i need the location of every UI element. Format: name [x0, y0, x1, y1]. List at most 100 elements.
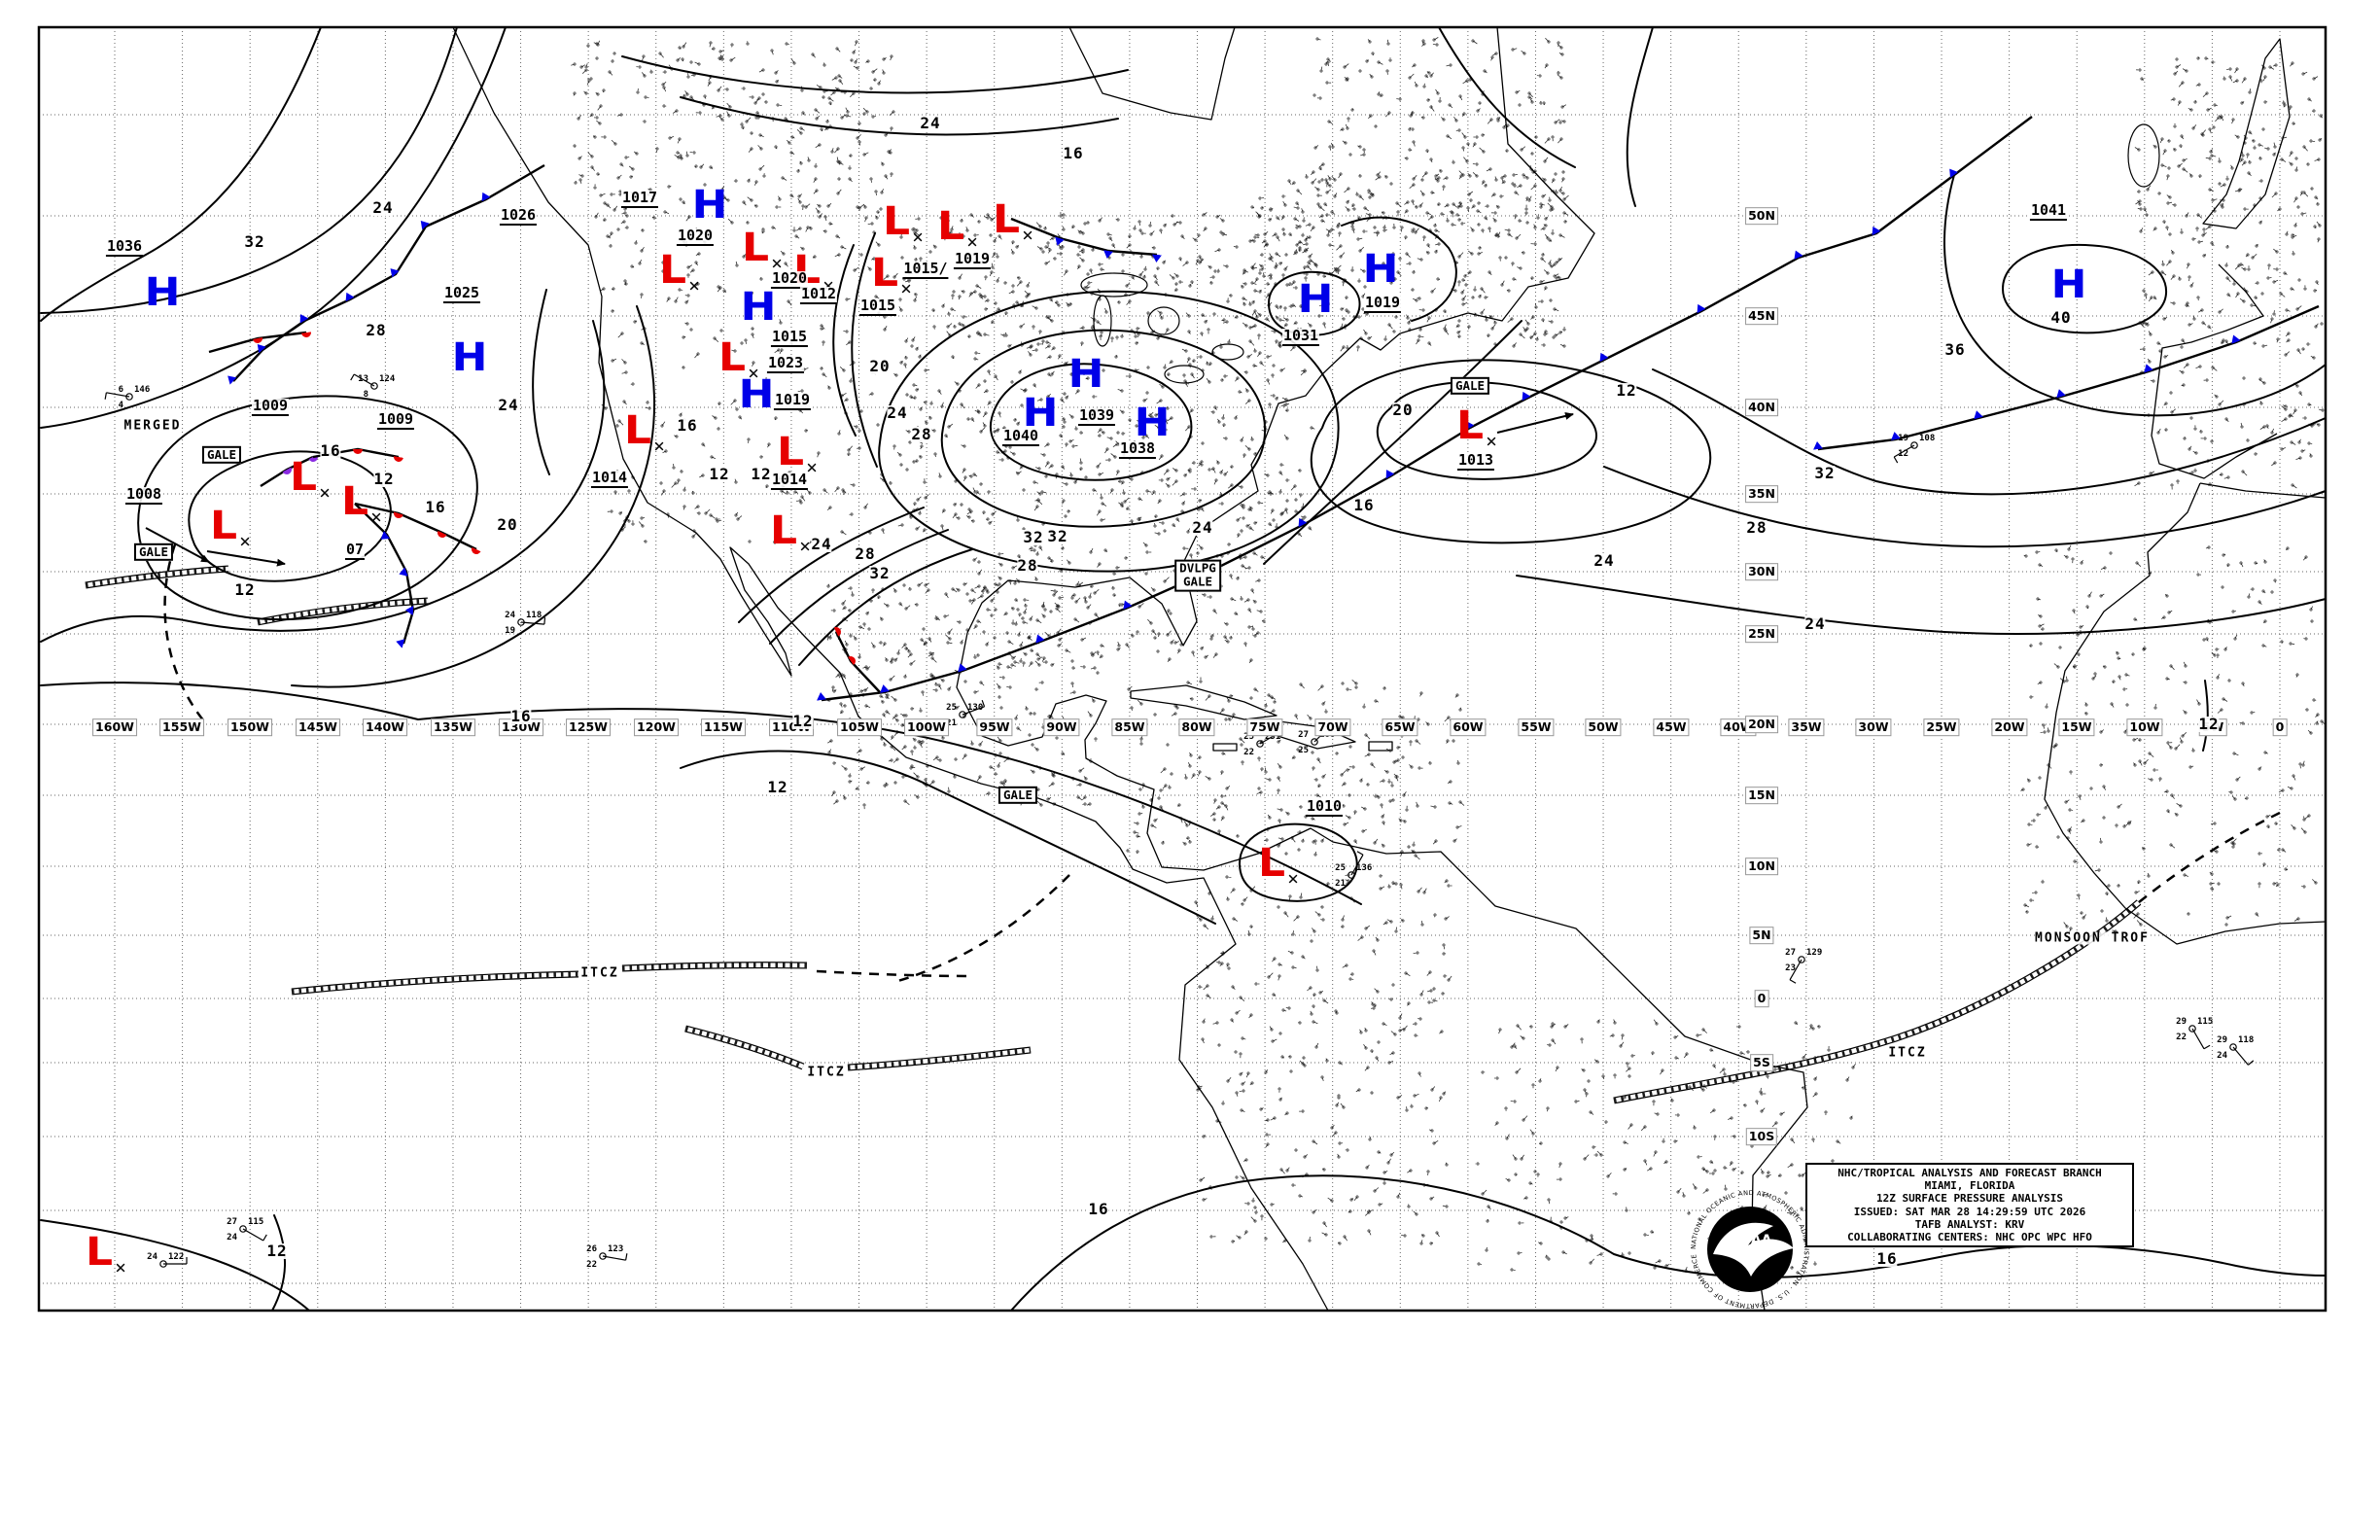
isobar-lines — [40, 26, 2327, 1312]
svg-text:25: 25 — [1298, 746, 1309, 755]
lat-label-40N: 40N — [1745, 399, 1778, 416]
pressure-value-label: 1023 — [766, 354, 805, 373]
isobar-label: 36 — [1944, 340, 1966, 359]
pressure-value-label: 1019 — [1363, 294, 1402, 313]
occl-front — [260, 454, 318, 488]
annotation-merged: MERGED — [123, 418, 182, 434]
lat-label-50N: 50N — [1745, 207, 1778, 225]
low-pressure-center: L — [209, 503, 238, 549]
lon-label-125W: 125W — [566, 718, 611, 736]
low-pressure-center: L — [769, 508, 798, 554]
isobar-label: 28 — [911, 425, 932, 443]
isobar-label: 24 — [1593, 551, 1615, 570]
lon-label-150W: 150W — [228, 718, 272, 736]
lon-label-105W: 105W — [837, 718, 882, 736]
isobar-label: 16 — [510, 707, 532, 725]
lat-label-5S: 5S — [1750, 1054, 1773, 1071]
isobar-label: 24 — [887, 403, 908, 422]
lon-label-120W: 120W — [634, 718, 679, 736]
lon-label-100W: 100W — [904, 718, 949, 736]
low-center-x-mark: ✕ — [798, 538, 812, 556]
map-frame — [37, 25, 2328, 1312]
lon-label-60W: 60W — [1450, 718, 1487, 736]
pressure-value-label: 1036 — [105, 237, 144, 257]
low-center-x-mark: ✕ — [1485, 433, 1498, 451]
svg-text:8: 8 — [364, 390, 368, 400]
svg-text:129: 129 — [1806, 948, 1822, 958]
svg-text:108: 108 — [1919, 434, 1935, 443]
isobar-label: 12 — [792, 712, 814, 730]
lon-label-155W: 155W — [159, 718, 204, 736]
high-pressure-center: H — [451, 334, 488, 381]
isobar-label: 12 — [709, 465, 730, 483]
high-pressure-center: H — [1297, 276, 1334, 323]
high-pressure-center: H — [1068, 351, 1104, 398]
gale-warning-box: GALE — [998, 786, 1038, 805]
isobar-label: 32 — [1047, 527, 1068, 545]
lat-label-10N: 10N — [1745, 858, 1778, 875]
svg-text:27: 27 — [1298, 730, 1309, 740]
high-pressure-center: H — [1362, 246, 1399, 293]
low-pressure-center: L — [623, 407, 652, 454]
lon-label-20W: 20W — [1991, 718, 2028, 736]
station-plot: 29 115 22 — [2176, 1017, 2213, 1050]
gale-warning-box: GALE — [201, 445, 242, 465]
pressure-value-label: 1017 — [620, 189, 659, 208]
low-pressure-center: L — [718, 334, 747, 381]
info-box-line-1: MIAMI, FLORIDA — [1924, 1179, 2015, 1193]
lon-label-145W: 145W — [296, 718, 340, 736]
svg-text:19: 19 — [1898, 434, 1908, 443]
low-pressure-center: L — [340, 478, 369, 525]
svg-text:24: 24 — [227, 1233, 237, 1242]
pressure-value-label: 1019 — [953, 250, 992, 269]
noaa-logo-text: NOAA — [1729, 1233, 1772, 1248]
isobar-label: 40 — [2050, 308, 2072, 327]
isobar-label: 12 — [767, 778, 788, 796]
pressure-value-label: 1040 — [1001, 427, 1040, 446]
cold-front — [817, 116, 2033, 702]
low-pressure-center: L — [1257, 840, 1286, 887]
pressure-value-label: 1008 — [124, 485, 163, 505]
low-center-x-mark: ✕ — [899, 280, 913, 298]
low-center-x-mark: ✕ — [1286, 870, 1300, 889]
info-box-line-5: COLLABORATING CENTERS: NHC OPC WPC HFO — [1847, 1230, 2092, 1243]
warm-front — [208, 331, 311, 354]
svg-text:13: 13 — [358, 374, 368, 384]
low-center-x-mark: ✕ — [318, 484, 332, 503]
lon-label-160W: 160W — [92, 718, 137, 736]
lon-label-85W: 85W — [1111, 718, 1148, 736]
svg-text:124: 124 — [379, 374, 396, 384]
svg-text:19: 19 — [505, 626, 515, 636]
lon-label-15W: 15W — [2058, 718, 2095, 736]
svg-text:115: 115 — [248, 1217, 263, 1227]
svg-text:22: 22 — [1243, 748, 1254, 757]
pressure-value-label: 1041 — [2029, 201, 2068, 221]
svg-text:26: 26 — [586, 1244, 597, 1254]
lon-label-70W: 70W — [1314, 718, 1351, 736]
isobar-label: 32 — [1814, 464, 1836, 482]
svg-text:27: 27 — [227, 1217, 237, 1227]
svg-text:146: 146 — [134, 385, 150, 395]
cold-front — [354, 503, 415, 648]
isobar-label: 24 — [920, 114, 941, 132]
pressure-value-label: 1019 — [773, 391, 812, 410]
cold-front — [1813, 304, 2320, 451]
info-box-line-0: NHC/TROPICAL ANALYSIS AND FORECAST BRANC… — [1838, 1167, 2102, 1179]
high-pressure-center: H — [144, 269, 181, 316]
lon-label-50W: 50W — [1585, 718, 1622, 736]
lat-label-10S: 10S — [1745, 1128, 1778, 1145]
isobar-label: 24 — [1192, 518, 1213, 537]
svg-text:118: 118 — [2238, 1035, 2254, 1045]
lat-label-35N: 35N — [1745, 485, 1778, 503]
lat-label-0: 0 — [1754, 990, 1769, 1007]
low-center-x-mark: ✕ — [687, 277, 701, 296]
isobar-label: 28 — [1017, 556, 1038, 575]
svg-text:12: 12 — [1898, 449, 1908, 459]
svg-text:29: 29 — [2176, 1017, 2187, 1027]
station-plot: 27 115 24 — [227, 1217, 267, 1242]
isobar-label: 16 — [425, 498, 446, 516]
isobar-label: 28 — [855, 544, 876, 563]
high-pressure-center: H — [1134, 400, 1171, 446]
svg-text:130: 130 — [967, 703, 983, 713]
pressure-value-label: 1009 — [376, 410, 415, 430]
